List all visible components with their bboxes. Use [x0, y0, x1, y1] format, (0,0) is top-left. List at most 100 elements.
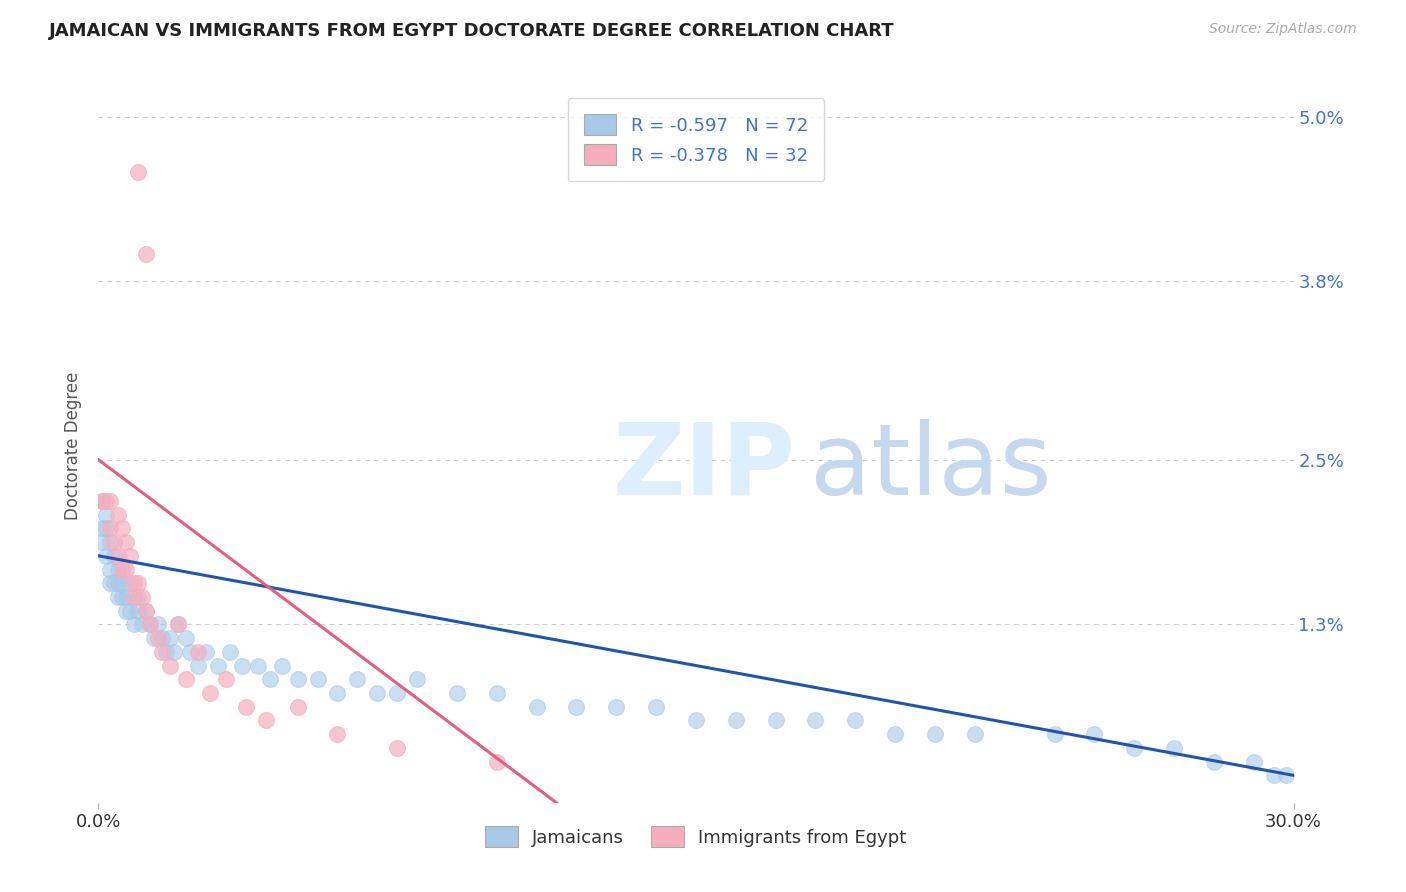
Point — [565, 699, 588, 714]
Point — [131, 590, 153, 604]
Point — [167, 617, 190, 632]
Point — [127, 604, 149, 618]
Point — [765, 714, 787, 728]
Point — [924, 727, 946, 741]
Point — [91, 494, 114, 508]
Point — [120, 549, 142, 563]
Point — [1202, 755, 1225, 769]
Point — [187, 645, 209, 659]
Point — [326, 727, 349, 741]
Point — [91, 535, 114, 549]
Text: Source: ZipAtlas.com: Source: ZipAtlas.com — [1209, 22, 1357, 37]
Point — [111, 590, 134, 604]
Point — [485, 686, 508, 700]
Point — [124, 576, 146, 591]
Point — [163, 645, 186, 659]
Point — [107, 590, 129, 604]
Point — [143, 631, 166, 645]
Point — [111, 521, 134, 535]
Point — [91, 494, 114, 508]
Point — [804, 714, 827, 728]
Point — [884, 727, 907, 741]
Point — [198, 686, 221, 700]
Point — [115, 562, 138, 576]
Point — [150, 645, 173, 659]
Point — [98, 576, 122, 591]
Legend: Jamaicans, Immigrants from Egypt: Jamaicans, Immigrants from Egypt — [478, 819, 914, 855]
Point — [124, 590, 146, 604]
Point — [98, 521, 122, 535]
Point — [1043, 727, 1066, 741]
Point — [724, 714, 747, 728]
Point — [685, 714, 707, 728]
Point — [159, 658, 181, 673]
Point — [127, 590, 149, 604]
Point — [98, 535, 122, 549]
Point — [98, 494, 122, 508]
Point — [326, 686, 349, 700]
Point — [366, 686, 388, 700]
Point — [98, 562, 122, 576]
Point — [485, 755, 508, 769]
Point — [645, 699, 668, 714]
Point — [115, 590, 138, 604]
Point — [103, 576, 125, 591]
Point — [1123, 740, 1146, 755]
Point — [307, 673, 329, 687]
Point — [215, 673, 238, 687]
Point — [1243, 755, 1265, 769]
Point — [115, 604, 138, 618]
Point — [131, 617, 153, 632]
Point — [139, 617, 162, 632]
Text: ZIP: ZIP — [613, 419, 796, 516]
Point — [526, 699, 548, 714]
Point — [174, 673, 197, 687]
Point — [254, 714, 277, 728]
Point — [270, 658, 292, 673]
Point — [259, 673, 281, 687]
Point — [287, 673, 309, 687]
Point — [91, 521, 114, 535]
Point — [148, 617, 170, 632]
Point — [135, 604, 157, 618]
Point — [135, 604, 157, 618]
Point — [124, 617, 146, 632]
Point — [107, 562, 129, 576]
Point — [235, 699, 257, 714]
Point — [844, 714, 866, 728]
Point — [187, 658, 209, 673]
Point — [605, 699, 627, 714]
Point — [96, 549, 118, 563]
Point — [135, 247, 157, 261]
Point — [346, 673, 368, 687]
Point — [1083, 727, 1105, 741]
Point — [219, 645, 242, 659]
Point — [1274, 768, 1296, 782]
Point — [246, 658, 269, 673]
Point — [155, 645, 177, 659]
Point — [96, 508, 118, 522]
Point — [446, 686, 468, 700]
Point — [1263, 768, 1285, 782]
Point — [120, 576, 142, 591]
Point — [174, 631, 197, 645]
Point — [1163, 740, 1185, 755]
Point — [96, 521, 118, 535]
Text: JAMAICAN VS IMMIGRANTS FROM EGYPT DOCTORATE DEGREE CORRELATION CHART: JAMAICAN VS IMMIGRANTS FROM EGYPT DOCTOR… — [49, 22, 894, 40]
Point — [96, 494, 118, 508]
Point — [231, 658, 253, 673]
Point — [127, 164, 149, 178]
Point — [103, 535, 125, 549]
Point — [127, 576, 149, 591]
Text: atlas: atlas — [810, 419, 1052, 516]
Point — [179, 645, 201, 659]
Point — [107, 508, 129, 522]
Point — [111, 576, 134, 591]
Point — [103, 549, 125, 563]
Point — [111, 562, 134, 576]
Point — [385, 686, 409, 700]
Point — [107, 549, 129, 563]
Point — [159, 631, 181, 645]
Point — [287, 699, 309, 714]
Y-axis label: Doctorate Degree: Doctorate Degree — [65, 372, 83, 520]
